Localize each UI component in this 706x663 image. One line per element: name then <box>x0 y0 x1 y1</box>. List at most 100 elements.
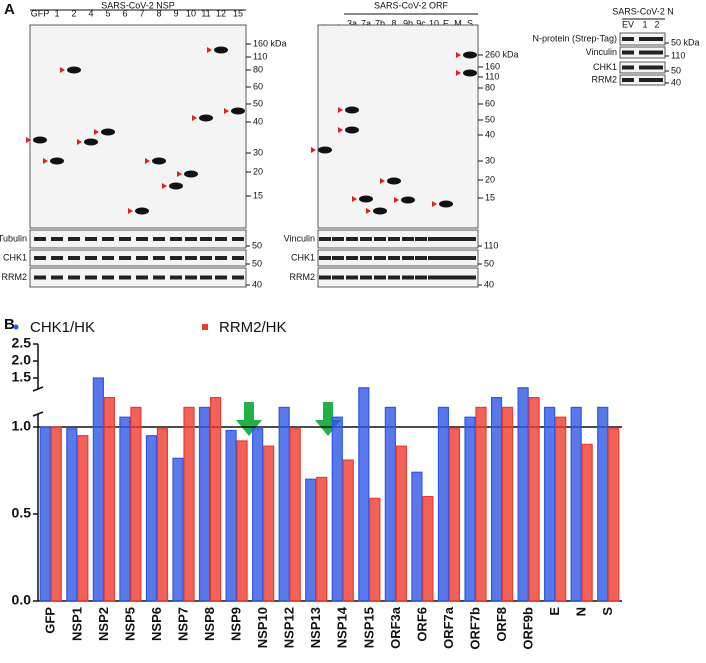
band <box>360 256 372 260</box>
y-tick-label: 0.5 <box>12 505 32 521</box>
band <box>102 256 114 260</box>
bar <box>316 476 328 602</box>
marker-label: 50 <box>252 258 262 268</box>
band-arrow <box>338 107 343 113</box>
band <box>153 256 165 260</box>
lane-label: 9c <box>416 18 426 28</box>
bar <box>66 428 78 602</box>
bar <box>119 416 131 602</box>
band-arrow <box>43 158 48 164</box>
band-arrow <box>192 115 197 121</box>
bar <box>252 428 264 602</box>
band <box>215 275 227 280</box>
bar <box>225 429 237 602</box>
bar <box>544 406 556 602</box>
strip-label: CHK1 <box>3 252 27 262</box>
strip-label: CHK1 <box>291 252 315 262</box>
band <box>440 256 452 260</box>
marker-label: 110 <box>253 51 267 61</box>
bar <box>198 406 211 602</box>
band <box>319 256 331 260</box>
x-tick-label: NSP15 <box>361 607 376 648</box>
lane-label: 1 <box>54 8 59 18</box>
lane-label: 7a <box>361 18 371 28</box>
lane-label: M <box>454 18 462 28</box>
band <box>415 237 427 241</box>
bar <box>289 428 301 602</box>
marker-label: 40 <box>671 77 681 87</box>
x-tick-label: NSP10 <box>255 607 270 648</box>
band <box>136 237 148 241</box>
lane-label: EV <box>622 19 634 29</box>
marker-label: 160 kDa <box>253 38 287 48</box>
marker-label: 60 <box>253 81 263 91</box>
strip-label: RRM2 <box>591 74 617 84</box>
band <box>34 275 46 280</box>
marker-label: 20 <box>253 166 263 176</box>
band <box>318 146 332 154</box>
x-tick-label: ORF9b <box>521 607 536 650</box>
band-arrow <box>366 208 371 214</box>
band-arrow <box>338 127 343 133</box>
x-tick-label: N <box>574 607 589 616</box>
band <box>402 256 414 260</box>
band <box>34 237 46 241</box>
band <box>332 275 344 280</box>
band <box>401 196 415 204</box>
y-tick-label: 1.0 <box>12 418 32 434</box>
marker-label: 40 <box>252 279 262 289</box>
band <box>345 106 359 114</box>
band <box>332 237 344 241</box>
panel-label: B <box>4 316 15 333</box>
bar <box>236 440 248 602</box>
bar <box>437 406 450 602</box>
band <box>232 237 244 241</box>
bar <box>130 406 142 602</box>
x-tick-label: NSP5 <box>122 607 137 641</box>
band <box>360 237 372 241</box>
band <box>387 177 401 185</box>
band <box>639 78 651 82</box>
band <box>214 46 228 54</box>
band <box>34 256 46 260</box>
strip-label: CHK1 <box>593 62 617 72</box>
band <box>68 256 80 260</box>
marker-label: 50 <box>484 258 494 268</box>
band <box>346 237 358 241</box>
band <box>373 207 387 215</box>
bar <box>422 496 434 602</box>
band <box>388 256 400 260</box>
band-arrow <box>94 129 99 135</box>
x-tick-label: ORF6 <box>414 607 429 642</box>
band <box>231 107 245 115</box>
bar <box>597 406 609 602</box>
x-tick-label: NSP9 <box>229 607 244 641</box>
strip-label: Vinculin <box>586 47 617 57</box>
band <box>622 78 634 82</box>
band <box>415 256 427 260</box>
band-arrow <box>456 52 461 58</box>
band <box>452 256 464 260</box>
band-arrow <box>162 183 167 189</box>
band <box>651 50 663 55</box>
band <box>639 50 651 55</box>
bar <box>384 406 396 602</box>
bar <box>145 435 158 602</box>
bar <box>50 426 62 602</box>
lane-label: 8 <box>391 18 396 28</box>
band <box>463 69 477 77</box>
band <box>622 50 634 55</box>
y-tick-label: 2.5 <box>12 335 32 351</box>
band <box>639 65 651 70</box>
band <box>651 78 663 82</box>
band <box>215 237 227 241</box>
x-tick-label: E <box>547 607 562 616</box>
lane-label: 7 <box>139 8 144 18</box>
bar <box>103 397 115 602</box>
bar <box>501 406 514 602</box>
marker-label: 160 <box>485 61 500 71</box>
bar <box>570 406 582 602</box>
band <box>51 275 63 280</box>
band <box>184 170 198 178</box>
marker-label: 60 <box>485 98 495 108</box>
